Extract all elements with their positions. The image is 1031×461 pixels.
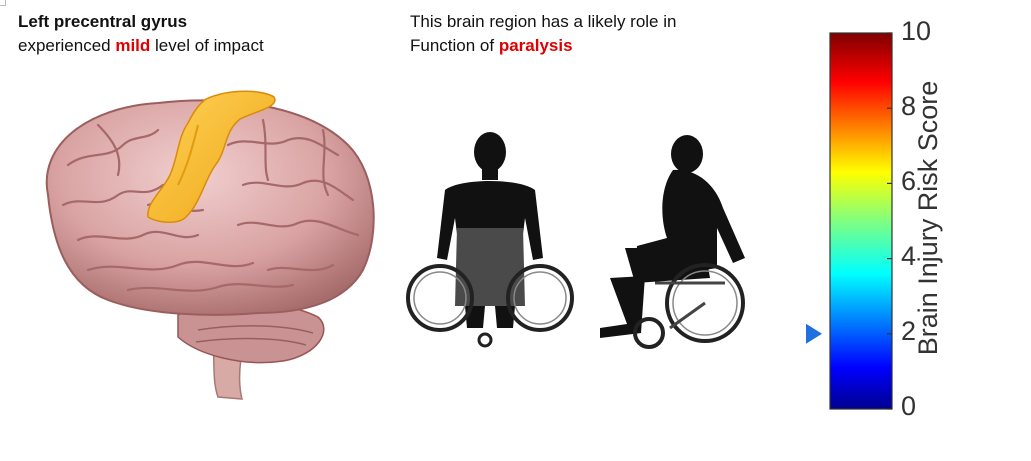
wheelchair-person-side-icon bbox=[600, 135, 745, 349]
risk-marker-icon bbox=[806, 323, 822, 344]
function-line2: Function of paralysis bbox=[410, 34, 676, 58]
function-name: paralysis bbox=[498, 36, 573, 55]
cerebrum bbox=[45, 99, 375, 316]
colorbar bbox=[806, 32, 893, 410]
region-title: Left precentral gyrus bbox=[18, 12, 188, 31]
tick-label-4: 4 bbox=[901, 241, 917, 271]
function-prefix: Function of bbox=[410, 36, 499, 55]
corner-mark bbox=[0, 0, 6, 6]
wheelchair-person-front-icon bbox=[406, 132, 574, 348]
colorbar-axis-label: Brain Injury Risk Score bbox=[913, 80, 943, 356]
impact-suffix: level of impact bbox=[150, 36, 264, 55]
wheelchair-illustrations bbox=[406, 132, 745, 349]
colorbar-ticks bbox=[887, 32, 892, 410]
tick-label-6: 6 bbox=[901, 166, 917, 196]
precentral-gyrus-highlight bbox=[147, 90, 276, 223]
function-line1: This brain region has a likely role in bbox=[410, 12, 677, 31]
tick-label-2: 2 bbox=[901, 316, 917, 346]
gyri bbox=[61, 118, 360, 292]
impact-prefix: experienced bbox=[18, 36, 116, 55]
impact-line: experienced mild level of impact bbox=[18, 34, 264, 58]
impact-level: mild bbox=[115, 36, 151, 55]
tick-label-8: 8 bbox=[901, 91, 917, 121]
tick-label-0: 0 bbox=[901, 391, 917, 421]
function-description: This brain region has a likely role in F… bbox=[410, 10, 676, 58]
colorbar-gradient bbox=[829, 32, 893, 410]
tick-label-10: 10 bbox=[901, 16, 932, 46]
brain-illustration bbox=[45, 90, 375, 400]
region-description: Left precentral gyrus experienced mild l… bbox=[18, 10, 264, 58]
